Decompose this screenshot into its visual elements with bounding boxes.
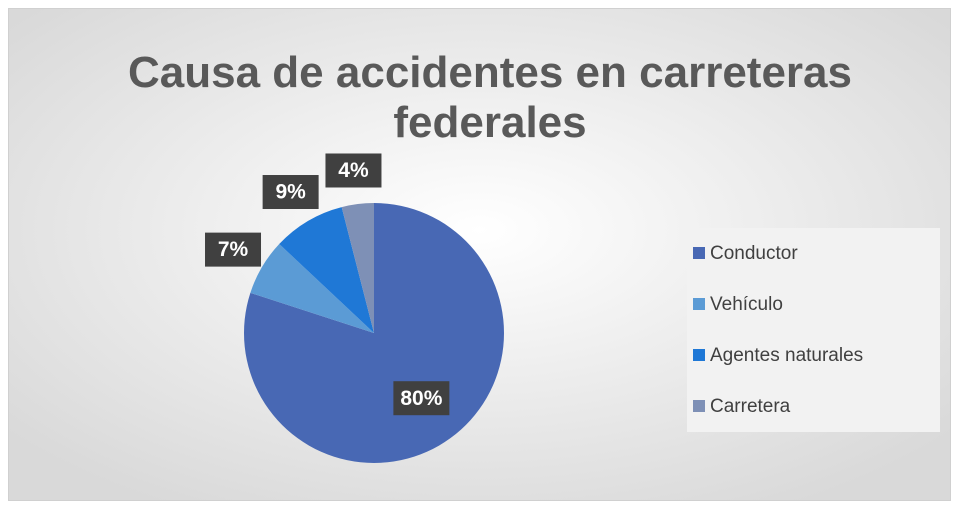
data-label: 80% <box>400 387 442 410</box>
legend-swatch <box>693 400 705 412</box>
pie-slice <box>279 207 374 333</box>
chart-title: Causa de accidentes en carreteras federal… <box>128 48 852 147</box>
data-label-box <box>262 175 319 210</box>
legend-swatch <box>693 247 705 259</box>
data-label: 9% <box>275 181 306 204</box>
legend-box <box>687 228 940 432</box>
legend-label: Conductor <box>710 243 798 264</box>
pie-slice <box>250 244 374 333</box>
legend-swatch <box>693 298 705 310</box>
data-label: 7% <box>218 238 249 261</box>
legend-swatch <box>693 349 705 361</box>
data-label-box <box>205 232 262 267</box>
data-label-box <box>325 153 382 188</box>
legend-label: Carretera <box>710 396 791 417</box>
data-label: 4% <box>338 159 369 182</box>
legend-label: Agentes naturales <box>710 345 863 366</box>
data-label-box <box>393 381 450 416</box>
pie-slice <box>341 203 374 333</box>
legend-label: Vehículo <box>710 294 783 315</box>
